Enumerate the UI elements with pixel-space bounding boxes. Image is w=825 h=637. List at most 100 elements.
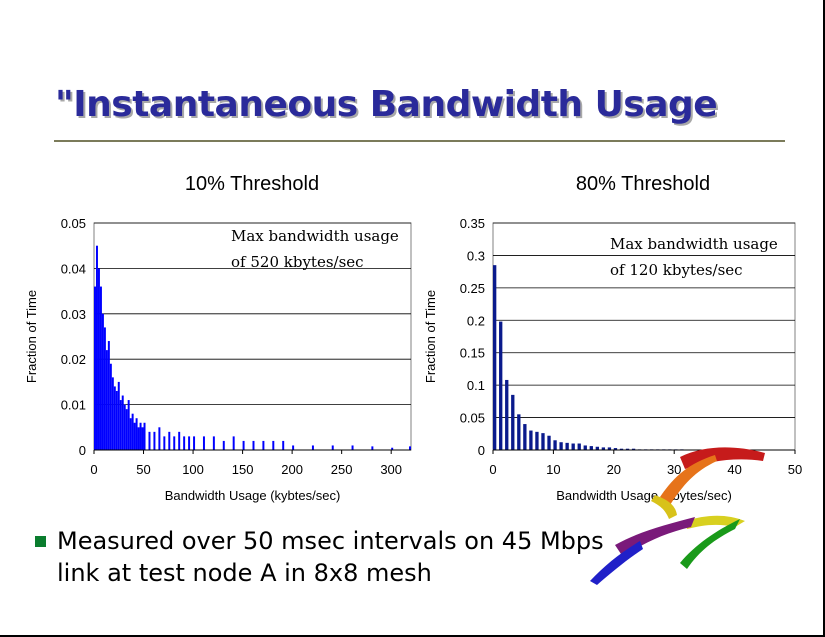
- bullet-line-1: Measured over 50 msec intervals on 45 Mb…: [57, 527, 604, 555]
- bar: [517, 414, 521, 450]
- bar: [331, 445, 334, 450]
- bar: [282, 440, 285, 450]
- bar: [133, 422, 136, 450]
- bar: [212, 436, 215, 450]
- bar: [613, 448, 618, 450]
- bar: [589, 446, 593, 450]
- bar: [493, 265, 497, 450]
- bar: [119, 400, 122, 450]
- x-tick-label: 50: [788, 462, 802, 477]
- bar: [565, 442, 569, 450]
- bar: [153, 431, 156, 450]
- bar: [619, 448, 624, 450]
- y-tick-label: 0.01: [61, 398, 86, 413]
- bar: [631, 448, 636, 450]
- bar: [97, 268, 100, 450]
- y-tick-label: 0.02: [61, 352, 86, 367]
- bar: [252, 440, 255, 450]
- y-tick-label: 0.05: [61, 216, 86, 231]
- bar: [117, 381, 120, 450]
- bar: [107, 341, 110, 450]
- bar: [113, 386, 116, 450]
- bar: [242, 440, 245, 450]
- bar: [547, 435, 551, 450]
- x-tick-label: 150: [232, 462, 254, 477]
- chart-80-threshold: 0 0.05 0.1 0.15 0.2 0.25 0.3 0.35 0 10 20 30 40 50 Ban…: [423, 216, 802, 503]
- title-rule: [54, 140, 785, 142]
- x-tick-label: 0: [90, 462, 97, 477]
- annotation-line: of 520 kbytes/sec: [231, 253, 364, 271]
- bar: [94, 286, 96, 450]
- plot-area: [492, 222, 796, 451]
- bullet-text: Measured over 50 msec intervals on 45 Mb…: [57, 525, 657, 589]
- bar: [109, 363, 112, 450]
- y-tick-label: 0.05: [460, 411, 485, 426]
- bar: [505, 379, 509, 450]
- bar: [95, 245, 98, 450]
- bar: [232, 436, 235, 450]
- x-tick-label: 300: [380, 462, 402, 477]
- slide-title: "Instantaneous Bandwidth Usage: [55, 84, 718, 125]
- bar: [101, 313, 104, 450]
- bar: [137, 427, 140, 450]
- bullet-line-2: link at test node A in 8x8 mesh: [57, 559, 432, 587]
- x-tick-label: 20: [607, 462, 621, 477]
- bar: [262, 440, 265, 450]
- bar: [141, 427, 144, 450]
- chart1-title: 10% Threshold: [184, 173, 320, 195]
- y-tick-label: 0.35: [460, 216, 485, 231]
- x-tick-label: 250: [331, 462, 353, 477]
- y-tick-label: 0.04: [61, 261, 86, 276]
- y-tick-label: 0: [478, 443, 485, 458]
- bar: [173, 436, 176, 450]
- bar: [111, 377, 114, 450]
- bar: [222, 440, 225, 450]
- bar: [292, 445, 295, 450]
- bar: [583, 445, 587, 450]
- x-tick-label: 30: [667, 462, 681, 477]
- x-tick-label: 50: [136, 462, 150, 477]
- bar: [607, 447, 612, 450]
- bar: [535, 431, 539, 450]
- bar: [529, 430, 533, 450]
- bar: [139, 422, 142, 450]
- y-axis-title: Fraction of Time: [24, 290, 39, 383]
- bar: [601, 447, 606, 450]
- bar: [178, 431, 181, 450]
- bar: [115, 390, 118, 450]
- bar: [553, 440, 557, 450]
- logo-ribbon: [590, 447, 765, 585]
- x-tick-label: 200: [281, 462, 303, 477]
- bar: [511, 394, 515, 450]
- bar: [183, 436, 186, 450]
- x-tick-label: 10: [546, 462, 560, 477]
- bar: [121, 395, 124, 450]
- bar: [135, 418, 138, 450]
- bar: [148, 431, 151, 450]
- bar: [129, 418, 132, 450]
- y-tick-label: 0.15: [460, 346, 485, 361]
- x-tick-label: 0: [489, 462, 496, 477]
- bar: [125, 409, 128, 450]
- bar: [131, 413, 134, 450]
- bar: [523, 424, 527, 450]
- x-tick-label: 100: [182, 462, 204, 477]
- bar: [99, 286, 102, 450]
- bar: [371, 446, 374, 450]
- y-tick-label: 0.3: [467, 248, 485, 263]
- bar: [103, 327, 106, 450]
- annotation-line: of 120 kbytes/sec: [610, 261, 743, 279]
- annotation-line: Max bandwidth usage: [231, 227, 399, 245]
- bar: [499, 321, 503, 450]
- bar: [168, 431, 171, 450]
- bar: [311, 445, 314, 450]
- bar: [163, 436, 166, 450]
- bar: [193, 436, 196, 450]
- bar: [625, 448, 630, 450]
- annotation-line: Max bandwidth usage: [610, 235, 778, 253]
- bullet-marker: [35, 536, 46, 547]
- y-axis-title: Fraction of Time: [423, 290, 438, 383]
- bar: [595, 446, 600, 450]
- y-tick-label: 0.1: [467, 378, 485, 393]
